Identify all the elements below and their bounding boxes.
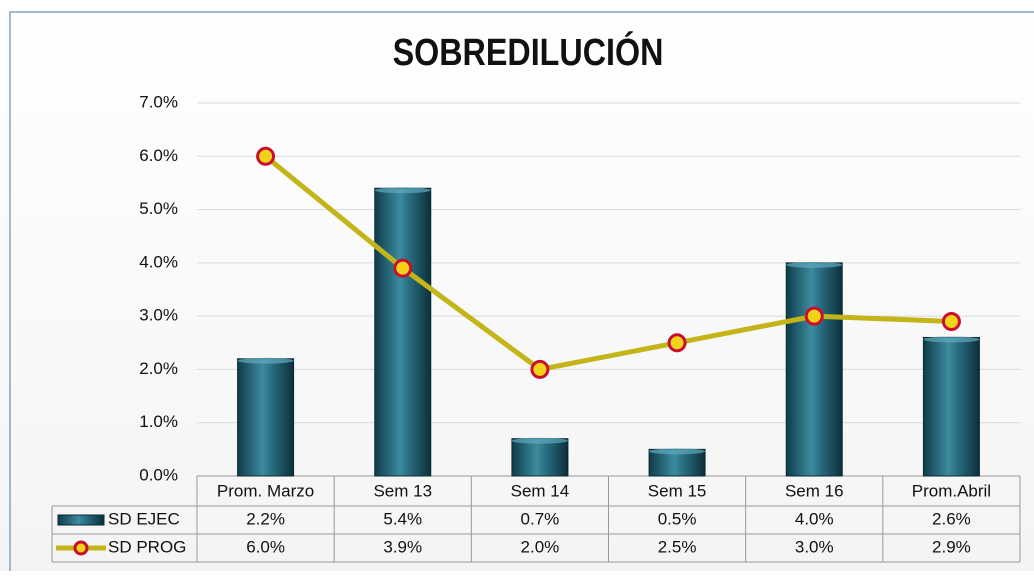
line-marker bbox=[941, 311, 961, 331]
legend-label: SD EJEC bbox=[108, 509, 180, 528]
table-value: 3.0% bbox=[795, 537, 834, 556]
bar-cap bbox=[374, 187, 431, 194]
line-marker bbox=[804, 306, 824, 326]
line-marker bbox=[256, 146, 276, 166]
bar bbox=[785, 262, 843, 477]
y-tick-label: 0.0% bbox=[139, 465, 178, 484]
bar-cap bbox=[786, 261, 843, 268]
bar bbox=[511, 438, 569, 477]
table-value: 2.6% bbox=[932, 509, 971, 528]
line bbox=[264, 154, 952, 372]
x-tick-label: Prom. Marzo bbox=[217, 481, 314, 500]
bar bbox=[922, 336, 980, 477]
y-tick-label: 5.0% bbox=[139, 199, 178, 218]
table-value: 0.5% bbox=[658, 509, 697, 528]
line-marker bbox=[667, 333, 687, 353]
legend-label: SD PROG bbox=[108, 537, 186, 556]
table-value: 5.4% bbox=[383, 509, 422, 528]
table-value: 0.7% bbox=[521, 509, 560, 528]
table-value: 4.0% bbox=[795, 509, 834, 528]
y-tick-label: 6.0% bbox=[139, 146, 178, 165]
bar bbox=[237, 358, 295, 477]
table-value: 2.2% bbox=[246, 509, 285, 528]
bar-cap bbox=[923, 336, 980, 343]
legend-swatch bbox=[57, 514, 105, 526]
bar-cap bbox=[649, 448, 706, 455]
table-value: 2.5% bbox=[658, 537, 697, 556]
chart-title: SOBREDILUCIÓN bbox=[393, 31, 664, 74]
y-tick-label: 3.0% bbox=[139, 306, 178, 325]
table-value: 6.0% bbox=[246, 537, 285, 556]
bar-cap bbox=[237, 357, 294, 364]
y-tick-label: 7.0% bbox=[139, 92, 178, 111]
line-marker bbox=[530, 359, 550, 379]
x-tick-label: Sem 16 bbox=[785, 481, 844, 500]
x-tick-label: Prom.Abril bbox=[912, 481, 991, 500]
line-marker bbox=[393, 258, 413, 278]
table-value: 2.0% bbox=[521, 537, 560, 556]
table-value: 2.9% bbox=[932, 537, 971, 556]
y-tick-label: 1.0% bbox=[139, 412, 178, 431]
frame bbox=[9, 11, 1034, 576]
table-value: 3.9% bbox=[383, 537, 422, 556]
y-tick-label: 4.0% bbox=[139, 252, 178, 271]
bar bbox=[374, 187, 432, 477]
legend-swatch bbox=[73, 540, 89, 556]
x-tick-label: Sem 15 bbox=[648, 481, 707, 500]
x-tick-label: Sem 13 bbox=[373, 481, 432, 500]
bar-cap bbox=[511, 437, 568, 444]
x-tick-label: Sem 14 bbox=[511, 481, 570, 500]
y-tick-label: 2.0% bbox=[139, 359, 178, 378]
